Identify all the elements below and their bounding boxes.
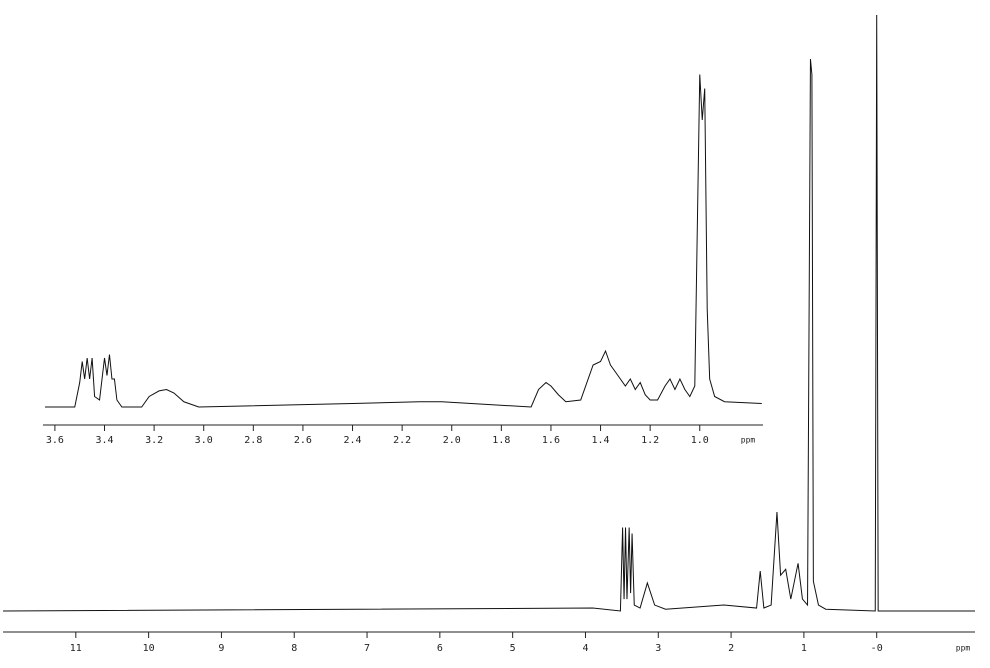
x-tick-label: 3.6 <box>46 435 64 446</box>
x-tick-label: 2.8 <box>244 435 262 446</box>
x-tick-label: 10 <box>143 643 155 654</box>
x-tick-label: 5 <box>510 643 516 654</box>
x-tick-label: 3 <box>655 643 661 654</box>
x-tick-label: 2.4 <box>343 435 361 446</box>
x-tick-label: 2.2 <box>393 435 411 446</box>
x-tick-label: 2.6 <box>294 435 312 446</box>
x-tick-label: 6 <box>437 643 443 654</box>
x-tick-label: 8 <box>291 643 297 654</box>
x-tick-label: 2 <box>728 643 734 654</box>
x-tick-label: 1 <box>801 643 807 654</box>
x-tick-label: 9 <box>218 643 224 654</box>
x-tick-label: 1.4 <box>592 435 610 446</box>
x-tick-label: 7 <box>364 643 370 654</box>
x-tick-label: 1.8 <box>492 435 510 446</box>
x-tick-label: -0 <box>871 643 883 654</box>
spectrum-line <box>44 74 762 408</box>
spectrum-line <box>2 14 975 612</box>
x-tick-label: 1.0 <box>691 435 709 446</box>
x-tick-label: 3.4 <box>95 435 113 446</box>
x-tick-label: 1.2 <box>641 435 659 446</box>
x-axis-label: ppm <box>956 644 971 653</box>
x-tick-label: 3.0 <box>195 435 213 446</box>
x-tick-label: 1.6 <box>542 435 560 446</box>
x-tick-label: 3.2 <box>145 435 163 446</box>
x-tick-label: 4 <box>582 643 588 654</box>
x-axis-label: ppm <box>741 436 756 445</box>
x-tick-label: 2.0 <box>443 435 461 446</box>
x-tick-label: 11 <box>70 643 82 654</box>
